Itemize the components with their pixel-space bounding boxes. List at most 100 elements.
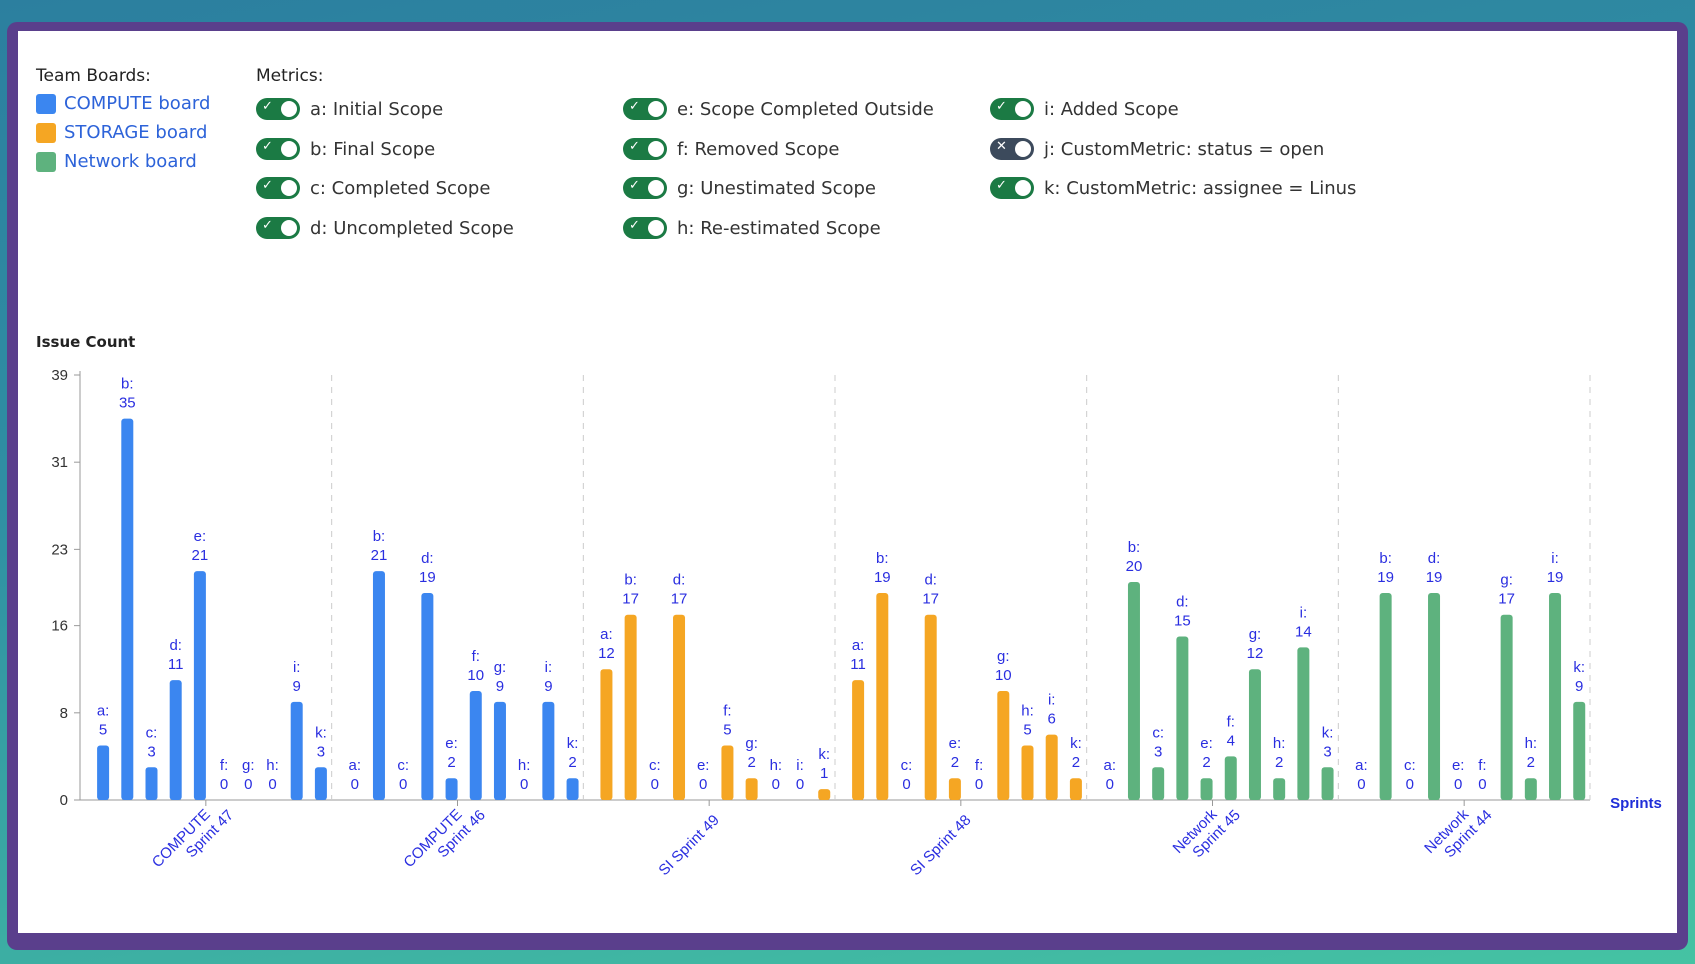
bar bbox=[469, 691, 482, 800]
metric-toggle-g[interactable]: ✓ g: Unestimated Scope bbox=[623, 177, 876, 199]
data-label-key: d: bbox=[924, 572, 937, 589]
data-label-value: 0 bbox=[772, 776, 780, 793]
bar bbox=[566, 778, 579, 800]
metric-toggle-c[interactable]: ✓ c: Completed Scope bbox=[256, 177, 490, 199]
bar bbox=[948, 778, 961, 800]
data-label-value: 11 bbox=[168, 656, 184, 673]
bar bbox=[145, 767, 158, 800]
bar bbox=[852, 680, 865, 800]
data-label-value: 19 bbox=[1426, 569, 1443, 586]
metric-toggle-d[interactable]: ✓ d: Uncompleted Scope bbox=[256, 217, 514, 239]
data-label-value: 21 bbox=[371, 547, 388, 564]
legend-network-board[interactable]: Network board bbox=[36, 151, 197, 172]
metric-toggle-h[interactable]: ✓ h: Re-estimated Scope bbox=[623, 217, 881, 239]
data-label-key: a: bbox=[349, 757, 362, 774]
data-label-value: 14 bbox=[1295, 623, 1312, 640]
data-label-key: h: bbox=[1525, 735, 1538, 752]
data-label-key: h: bbox=[266, 757, 279, 774]
toggle-switch[interactable]: ✓ bbox=[623, 98, 667, 120]
legend-storage-board[interactable]: STORAGE board bbox=[36, 122, 207, 143]
bar bbox=[1248, 669, 1261, 800]
toggle-switch[interactable]: ✓ bbox=[623, 217, 667, 239]
toggle-switch[interactable]: ✓ bbox=[990, 177, 1034, 199]
metric-toggle-e[interactable]: ✓ e: Scope Completed Outside bbox=[623, 98, 934, 120]
bar bbox=[1273, 778, 1286, 800]
data-label-key: a: bbox=[600, 626, 613, 643]
data-label-key: k: bbox=[315, 724, 327, 741]
data-label-key: d: bbox=[421, 550, 434, 567]
data-label-value: 1 bbox=[820, 765, 828, 782]
data-label-value: 20 bbox=[1126, 558, 1143, 575]
metric-label: k: CustomMetric: assignee = Linus bbox=[1044, 177, 1357, 199]
data-label-value: 0 bbox=[268, 776, 276, 793]
toggle-switch[interactable]: ✕ bbox=[990, 138, 1034, 160]
bar bbox=[924, 614, 937, 800]
data-label-value: 17 bbox=[922, 591, 939, 608]
check-icon: ✓ bbox=[996, 99, 1007, 114]
data-label-key: i: bbox=[1551, 550, 1559, 567]
data-label-key: b: bbox=[1128, 539, 1141, 556]
data-label-value: 9 bbox=[1575, 678, 1583, 695]
toggle-switch[interactable]: ✓ bbox=[990, 98, 1034, 120]
metric-toggle-f[interactable]: ✓ f: Removed Scope bbox=[623, 138, 840, 160]
data-label-key: i: bbox=[1048, 692, 1056, 709]
toggle-switch[interactable]: ✓ bbox=[623, 138, 667, 160]
data-label-key: a: bbox=[1104, 757, 1117, 774]
legend-compute-board[interactable]: COMPUTE board bbox=[36, 93, 210, 114]
bar bbox=[745, 778, 758, 800]
data-label-value: 2 bbox=[568, 754, 576, 771]
bar bbox=[624, 614, 637, 800]
metric-toggle-j[interactable]: ✕ j: CustomMetric: status = open bbox=[990, 138, 1324, 160]
bar bbox=[372, 571, 385, 800]
metric-toggle-k[interactable]: ✓ k: CustomMetric: assignee = Linus bbox=[990, 177, 1356, 199]
data-label-key: k: bbox=[818, 746, 830, 763]
data-label-key: b: bbox=[624, 572, 637, 589]
data-label-key: k: bbox=[567, 735, 579, 752]
x-tick-label-line: SI Sprint 49 bbox=[655, 812, 722, 879]
bar bbox=[818, 789, 831, 800]
legend-label: COMPUTE board bbox=[64, 93, 211, 114]
data-label-key: e: bbox=[697, 757, 710, 774]
bar bbox=[121, 418, 134, 800]
bar bbox=[721, 745, 734, 800]
check-icon: ✓ bbox=[996, 178, 1007, 193]
data-label-value: 0 bbox=[1406, 776, 1414, 793]
y-tick-label: 0 bbox=[60, 792, 68, 809]
toggle-switch[interactable]: ✓ bbox=[256, 98, 300, 120]
data-label-value: 21 bbox=[192, 547, 209, 564]
data-label-key: a: bbox=[1355, 757, 1368, 774]
metric-toggle-b[interactable]: ✓ b: Final Scope bbox=[256, 138, 435, 160]
toggle-switch[interactable]: ✓ bbox=[623, 177, 667, 199]
data-label-key: f: bbox=[472, 648, 480, 665]
data-label-value: 9 bbox=[496, 678, 504, 695]
check-icon: ✓ bbox=[262, 99, 273, 114]
data-label-key: c: bbox=[901, 757, 913, 774]
data-label-key: c: bbox=[397, 757, 409, 774]
data-label-key: g: bbox=[1249, 626, 1262, 643]
bar bbox=[876, 592, 889, 800]
metric-toggle-i[interactable]: ✓ i: Added Scope bbox=[990, 98, 1179, 120]
bar bbox=[97, 745, 110, 800]
data-label-key: a: bbox=[852, 637, 865, 654]
metric-toggle-a[interactable]: ✓ a: Initial Scope bbox=[256, 98, 443, 120]
metric-label: e: Scope Completed Outside bbox=[677, 98, 934, 120]
data-label-key: e: bbox=[949, 735, 962, 752]
bar bbox=[1200, 778, 1213, 800]
metric-label: h: Re-estimated Scope bbox=[677, 217, 881, 239]
data-label-key: h: bbox=[1273, 735, 1286, 752]
data-label-key: f: bbox=[1478, 757, 1486, 774]
toggle-switch[interactable]: ✓ bbox=[256, 217, 300, 239]
data-label-value: 2 bbox=[1527, 754, 1535, 771]
bar bbox=[1524, 778, 1537, 800]
data-label-value: 10 bbox=[995, 667, 1012, 684]
data-label-value: 0 bbox=[520, 776, 528, 793]
toggle-switch[interactable]: ✓ bbox=[256, 177, 300, 199]
toggle-switch[interactable]: ✓ bbox=[256, 138, 300, 160]
data-label-key: d: bbox=[1176, 594, 1189, 611]
legend-label: Network board bbox=[64, 151, 197, 172]
network-swatch-icon bbox=[36, 151, 56, 172]
data-label-key: h: bbox=[1021, 703, 1034, 720]
data-label-key: f: bbox=[1227, 713, 1235, 730]
metric-label: i: Added Scope bbox=[1044, 98, 1179, 120]
